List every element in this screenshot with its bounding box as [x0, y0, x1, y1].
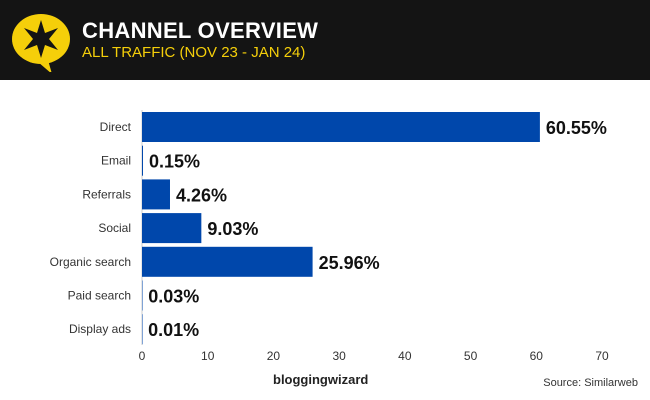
x-tick-label: 30 — [332, 349, 346, 363]
bar — [142, 213, 202, 244]
category-label: Direct — [100, 120, 132, 134]
x-tick-label: 10 — [201, 349, 215, 363]
data-label: 0.01% — [148, 320, 199, 340]
bar — [142, 314, 143, 345]
x-tick-label: 20 — [267, 349, 281, 363]
data-label: 0.15% — [149, 152, 200, 172]
x-tick-label: 70 — [595, 349, 609, 363]
star-speech-bubble-icon — [12, 14, 70, 72]
x-tick-label: 60 — [530, 349, 544, 363]
x-tick-label: 40 — [398, 349, 412, 363]
x-tick-label: 50 — [464, 349, 478, 363]
category-label: Email — [101, 154, 131, 168]
bar — [142, 246, 313, 277]
x-tick-label: 0 — [139, 349, 146, 363]
bar — [142, 280, 143, 311]
bar — [142, 179, 170, 210]
page-subtitle: ALL TRAFFIC (NOV 23 - JAN 24) — [82, 44, 306, 61]
data-label: 25.96% — [319, 253, 380, 273]
data-label: 4.26% — [176, 185, 227, 205]
category-label: Referrals — [82, 187, 131, 201]
data-label: 0.03% — [148, 287, 199, 307]
data-label: 9.03% — [207, 219, 258, 239]
bar — [142, 112, 540, 142]
source-note: Source: Similarweb — [543, 377, 638, 389]
category-label: Organic search — [50, 255, 131, 269]
category-label: Social — [98, 221, 131, 235]
bar — [142, 145, 143, 176]
category-label: Display ads — [69, 322, 131, 336]
brand-logo: bloggingwizard — [273, 372, 369, 387]
data-label: 60.55% — [546, 118, 607, 138]
page-title: CHANNEL OVERVIEW — [82, 18, 319, 43]
bar-chart: Direct 60.55% Email 0.15% Referrals 4.26% Soci… — [50, 110, 609, 363]
category-label: Paid search — [68, 289, 131, 303]
header: CHANNEL OVERVIEW ALL TRAFFIC (NOV 23 - J… — [0, 0, 650, 80]
